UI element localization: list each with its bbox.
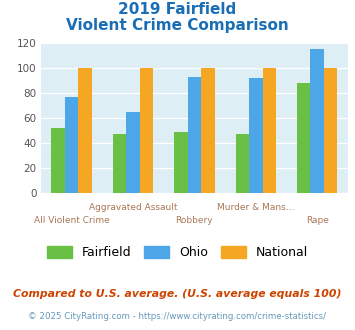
Legend: Fairfield, Ohio, National: Fairfield, Ohio, National [47,246,308,259]
Bar [78,68,92,193]
Bar [249,78,263,193]
Text: Violent Crime Comparison: Violent Crime Comparison [66,18,289,33]
Text: Aggravated Assault: Aggravated Assault [89,203,177,212]
Text: © 2025 CityRating.com - https://www.cityrating.com/crime-statistics/: © 2025 CityRating.com - https://www.city… [28,312,327,321]
Text: 2019 Fairfield: 2019 Fairfield [118,2,237,16]
Text: Robbery: Robbery [176,216,213,225]
Bar [235,134,249,193]
Bar [51,128,65,193]
Text: Murder & Mans...: Murder & Mans... [217,203,294,212]
Bar [65,97,78,193]
Bar [126,112,140,193]
Bar [324,68,338,193]
Bar [310,49,324,193]
Bar [263,68,276,193]
Text: Rape: Rape [306,216,329,225]
Text: Compared to U.S. average. (U.S. average equals 100): Compared to U.S. average. (U.S. average … [13,289,342,299]
Bar [140,68,153,193]
Bar [174,132,187,193]
Bar [297,83,310,193]
Bar [113,134,126,193]
Bar [201,68,215,193]
Bar [187,77,201,193]
Text: All Violent Crime: All Violent Crime [34,216,109,225]
